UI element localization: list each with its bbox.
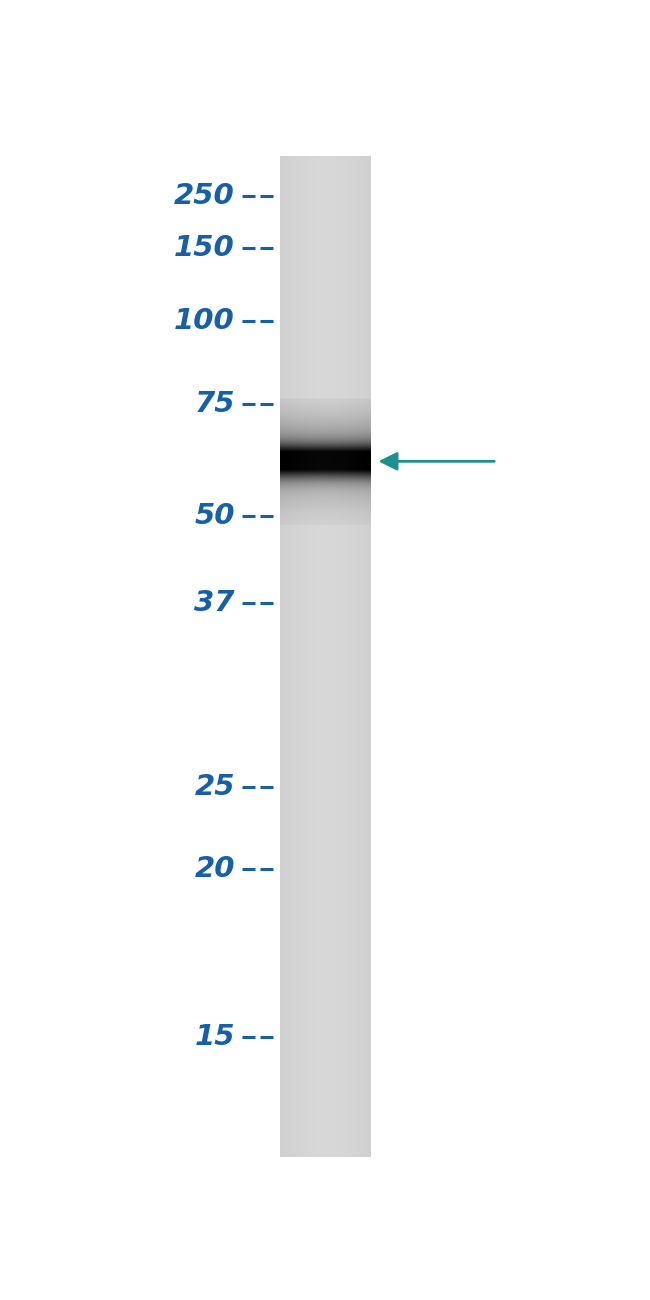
Text: 250: 250 — [174, 182, 235, 211]
Text: 20: 20 — [194, 854, 235, 883]
Text: 75: 75 — [194, 390, 235, 419]
Text: 150: 150 — [174, 234, 235, 263]
Text: 15: 15 — [194, 1023, 235, 1050]
Text: 100: 100 — [174, 307, 235, 335]
Text: 25: 25 — [194, 772, 235, 801]
Text: 37: 37 — [194, 589, 235, 617]
Text: 50: 50 — [194, 502, 235, 530]
